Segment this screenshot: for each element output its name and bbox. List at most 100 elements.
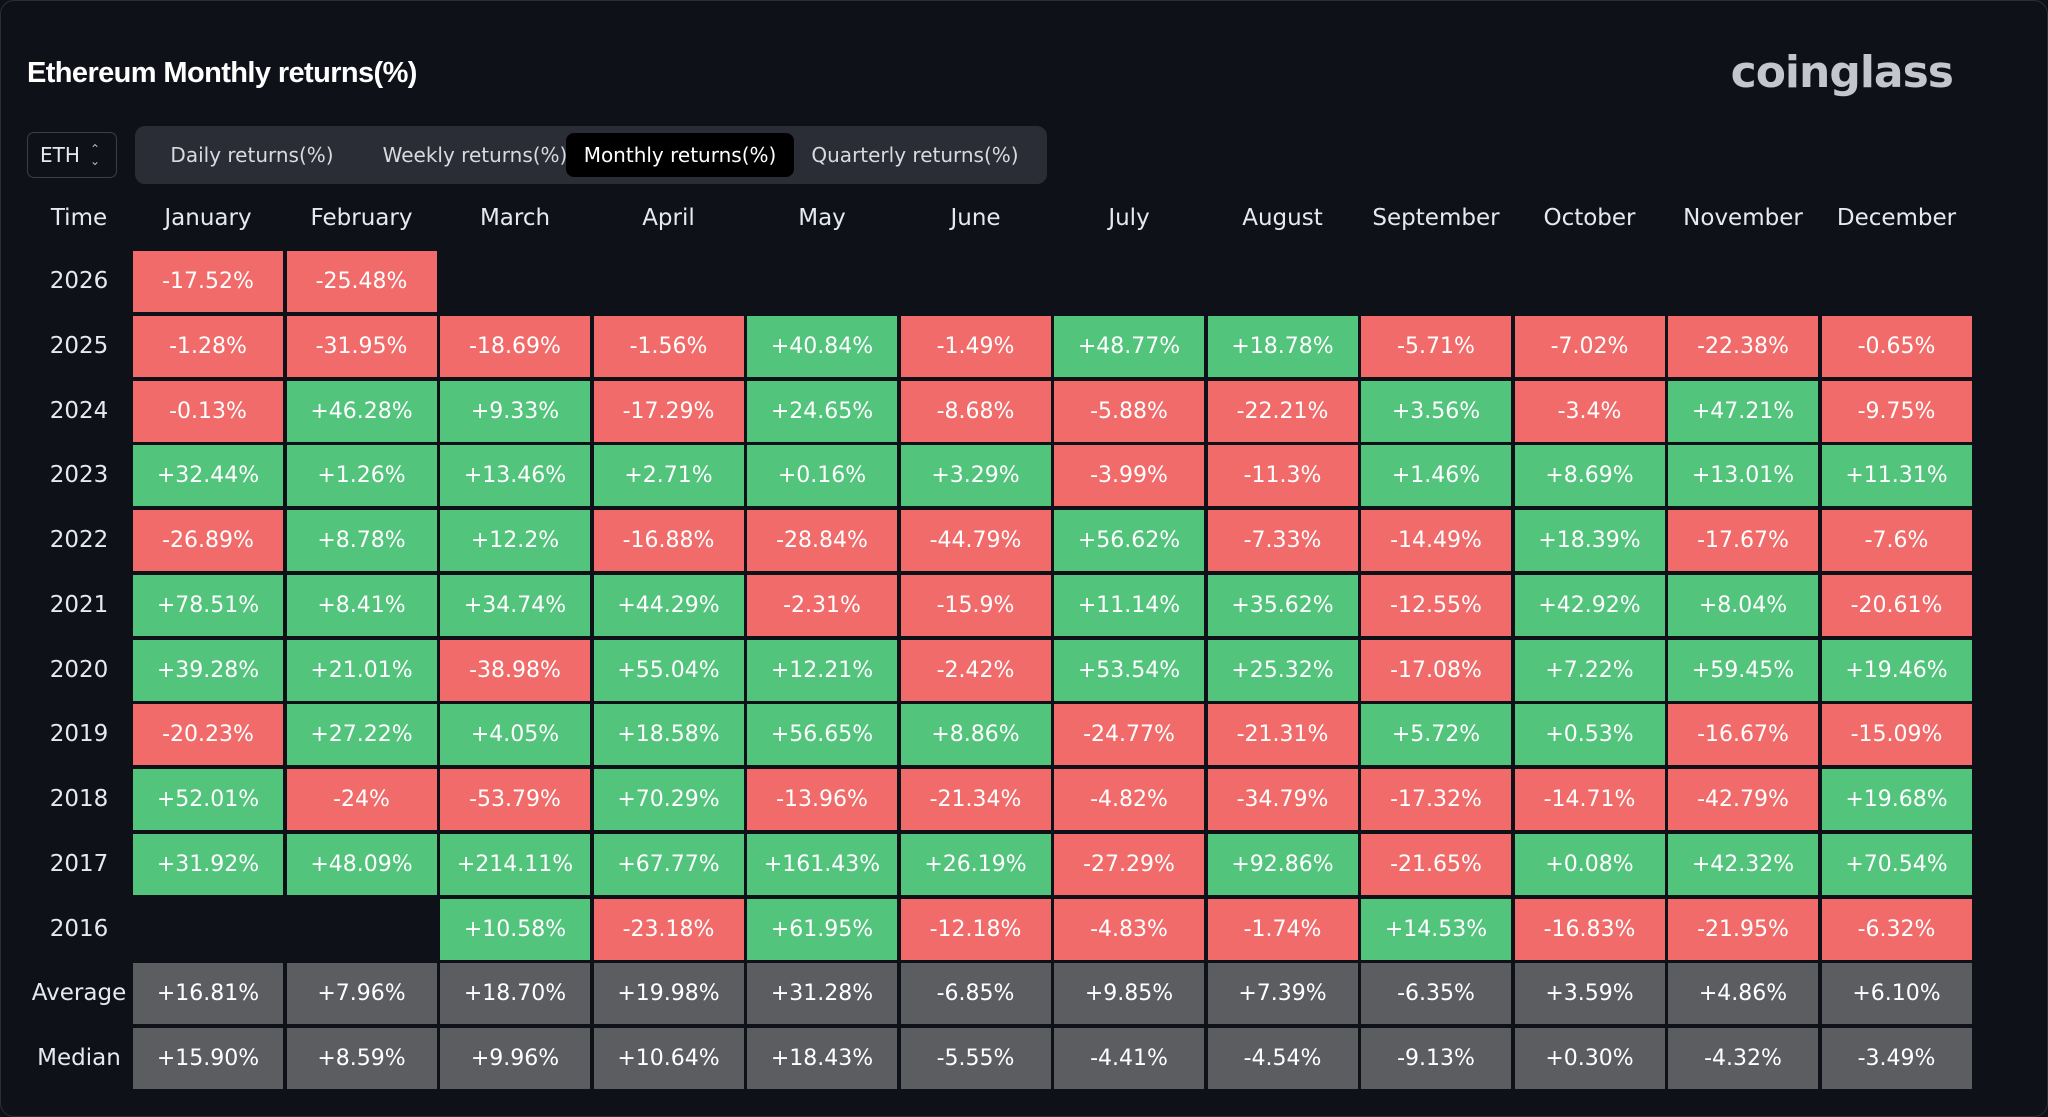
heatmap-cell: +56.62% (1054, 510, 1204, 571)
heatmap-cell: +19.46% (1821, 639, 1972, 701)
heatmap-cell: -14.49% (1361, 510, 1511, 571)
heatmap-cell: -25.48% (286, 251, 437, 312)
heatmap-cell: -4.54% (1207, 1028, 1358, 1089)
heatmap-cell: +42.32% (1668, 833, 1818, 895)
heatmap-cell: -7.33% (1207, 510, 1358, 571)
heatmap-cell: -2.31% (747, 574, 897, 636)
heatmap-cell: -14.71% (1514, 769, 1665, 830)
heatmap-cell: -1.74% (1207, 898, 1358, 960)
heatmap-cell: +48.77% (1054, 315, 1204, 377)
heatmap-cell: +48.09% (286, 833, 437, 895)
column-header-april: April (642, 205, 695, 231)
heatmap-cell: +1.46% (1361, 445, 1511, 507)
asset-select-value: ETH (40, 143, 80, 167)
column-header-february: February (310, 205, 413, 231)
heatmap-cell: +56.65% (747, 704, 897, 766)
heatmap-cell: +3.29% (900, 445, 1051, 507)
row-label-2024: 2024 (49, 397, 109, 424)
heatmap-cell: +13.46% (440, 445, 590, 507)
column-header-may: May (798, 205, 846, 231)
heatmap-cell: -4.41% (1054, 1028, 1204, 1089)
heatmap-cell: -23.18% (593, 898, 744, 960)
tab-weekly-returns[interactable]: Weekly returns(%) (382, 143, 568, 167)
heatmap-cell: -28.84% (747, 510, 897, 571)
heatmap-cell: +3.56% (1361, 380, 1511, 442)
heatmap-cell: +70.29% (593, 769, 744, 830)
heatmap-cell: +11.31% (1821, 445, 1972, 507)
heatmap-cell: -24.77% (1054, 704, 1204, 766)
row-label-2021: 2021 (49, 591, 109, 618)
row-label-2025: 2025 (49, 332, 109, 359)
heatmap-cell: -12.18% (900, 898, 1051, 960)
heatmap-cell: +92.86% (1207, 833, 1358, 895)
page-title: Ethereum Monthly returns(%) (27, 57, 417, 89)
heatmap-cell: -24% (286, 769, 437, 830)
heatmap-cell: +8.04% (1668, 574, 1818, 636)
heatmap-cell: -9.13% (1361, 1028, 1511, 1089)
heatmap-cell: +7.39% (1207, 963, 1358, 1025)
heatmap-cell: -17.32% (1361, 769, 1511, 830)
heatmap-cell: +32.44% (133, 445, 283, 507)
heatmap-cell: +55.04% (593, 639, 744, 701)
heatmap-cell: +19.68% (1821, 769, 1972, 830)
heatmap-cell: +39.28% (133, 639, 283, 701)
heatmap-cell: +27.22% (286, 704, 437, 766)
asset-select[interactable]: ETH ⌃ ⌄ (27, 132, 117, 178)
heatmap-cell: +21.01% (286, 639, 437, 701)
column-header-time: Time (50, 205, 108, 231)
heatmap-cell: -21.31% (1207, 704, 1358, 766)
row-label-median: Median (37, 1045, 121, 1071)
heatmap-cell: -1.28% (133, 315, 283, 377)
heatmap-cell: +35.62% (1207, 574, 1358, 636)
heatmap-cell: +18.43% (747, 1028, 897, 1089)
tab-monthly-returns[interactable]: Monthly returns(%) (566, 133, 794, 177)
heatmap-cell: +10.64% (593, 1028, 744, 1089)
column-header-june: June (950, 205, 1001, 231)
heatmap-cell: +12.21% (747, 639, 897, 701)
heatmap-cell: +16.81% (133, 963, 283, 1025)
heatmap-cell: -9.75% (1821, 380, 1972, 442)
heatmap-cell: -0.65% (1821, 315, 1972, 377)
heatmap-cell: +9.33% (440, 380, 590, 442)
heatmap-cell: +26.19% (900, 833, 1051, 895)
heatmap-cell: +9.85% (1054, 963, 1204, 1025)
heatmap-cell: -22.38% (1668, 315, 1818, 377)
heatmap-cell: +8.78% (286, 510, 437, 571)
heatmap-cell: +0.53% (1514, 704, 1665, 766)
heatmap-cell: -20.23% (133, 704, 283, 766)
heatmap-cell: +7.96% (286, 963, 437, 1025)
heatmap-cell: +31.28% (747, 963, 897, 1025)
heatmap-cell: +8.69% (1514, 445, 1665, 507)
column-header-january: January (164, 205, 252, 231)
brand-logo: coinglass (1730, 47, 1954, 98)
heatmap-cell: -26.89% (133, 510, 283, 571)
heatmap-cell: +4.86% (1668, 963, 1818, 1025)
heatmap-cell: -7.02% (1514, 315, 1665, 377)
heatmap-cell: +40.84% (747, 315, 897, 377)
heatmap-cell: -6.85% (900, 963, 1051, 1025)
tab-daily-returns[interactable]: Daily returns(%) (170, 143, 334, 167)
column-header-march: March (479, 205, 551, 231)
tab-quarterly-returns[interactable]: Quarterly returns(%) (811, 143, 1019, 167)
heatmap-cell: +42.92% (1514, 574, 1665, 636)
heatmap-cell: -6.35% (1361, 963, 1511, 1025)
heatmap-cell: +10.58% (440, 898, 590, 960)
heatmap-cell: -17.08% (1361, 639, 1511, 701)
heatmap-cell: -16.67% (1668, 704, 1818, 766)
heatmap-cell: +7.22% (1514, 639, 1665, 701)
heatmap-cell: -6.32% (1821, 898, 1972, 960)
heatmap-cell: +70.54% (1821, 833, 1972, 895)
heatmap-cell: -15.09% (1821, 704, 1972, 766)
heatmap-cell: -1.49% (900, 315, 1051, 377)
heatmap-cell: -12.55% (1361, 574, 1511, 636)
heatmap-cell: -5.88% (1054, 380, 1204, 442)
heatmap-cell: +14.53% (1361, 898, 1511, 960)
heatmap-cell: +19.98% (593, 963, 744, 1025)
heatmap-cell: -3.4% (1514, 380, 1665, 442)
column-header-august: August (1242, 205, 1323, 231)
heatmap-cell: +0.16% (747, 445, 897, 507)
heatmap-cell: -3.49% (1821, 1028, 1972, 1089)
heatmap-cell: -42.79% (1668, 769, 1818, 830)
heatmap-cell: +25.32% (1207, 639, 1358, 701)
